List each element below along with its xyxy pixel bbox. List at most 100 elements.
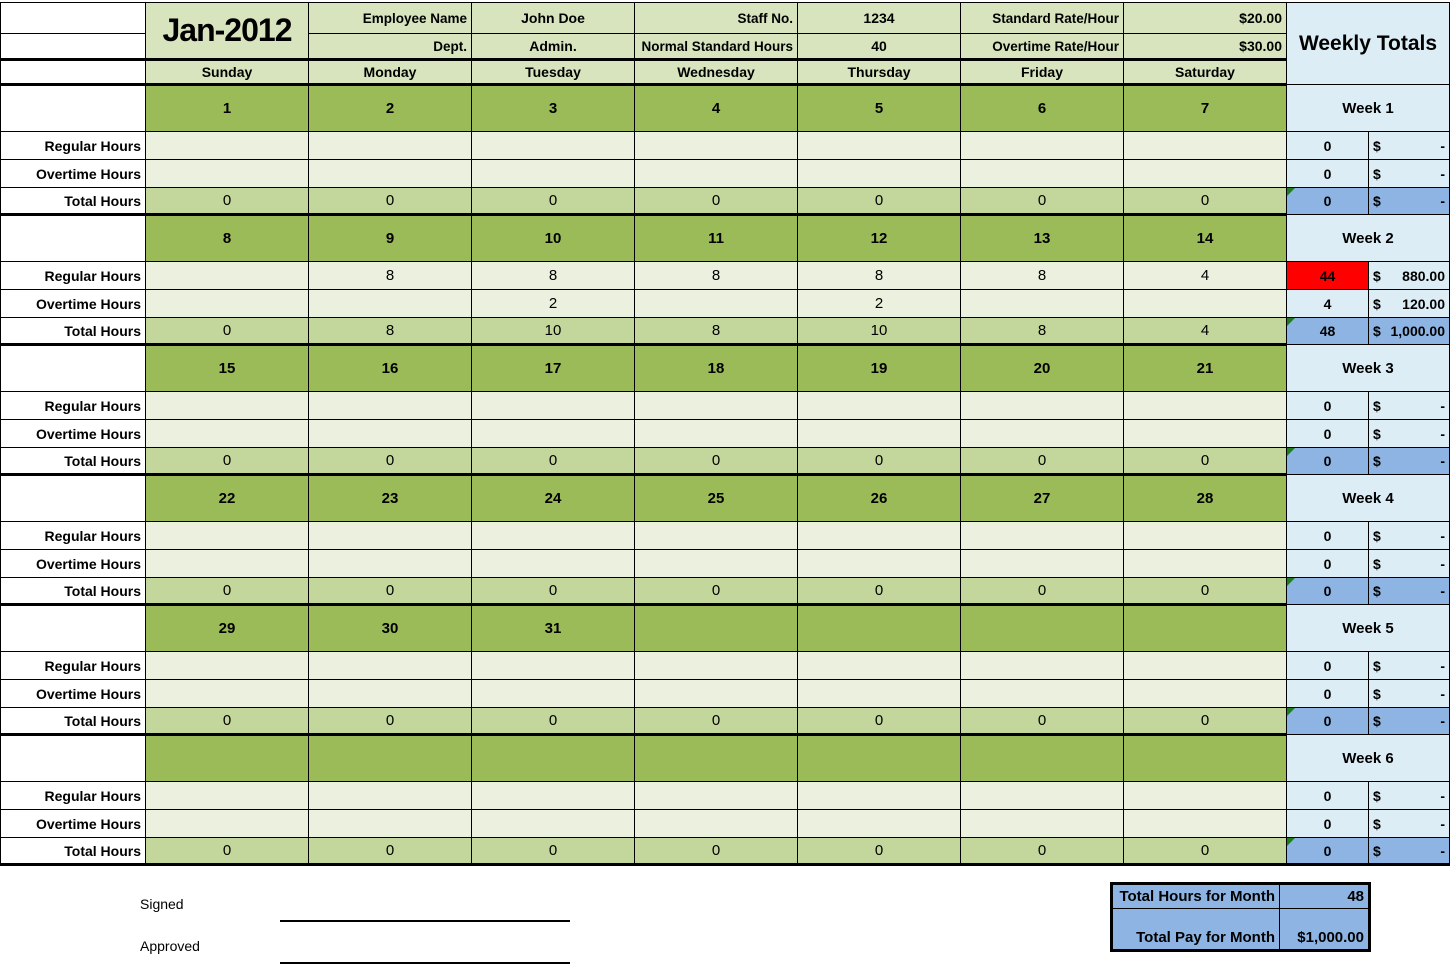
- regular-hours-cell[interactable]: [634, 131, 798, 160]
- weekly-total-hours-cell[interactable]: 0: [1286, 837, 1369, 866]
- weekly-regular-pay-cell[interactable]: $ -: [1368, 131, 1450, 160]
- regular-hours-cell[interactable]: 8: [471, 261, 635, 290]
- overtime-hours-cell[interactable]: [960, 419, 1124, 448]
- total-hours-cell[interactable]: 0: [471, 577, 635, 605]
- date-cell[interactable]: 23: [308, 473, 472, 522]
- regular-hours-cell[interactable]: [1123, 521, 1287, 550]
- regular-hours-cell[interactable]: [145, 131, 309, 160]
- date-cell[interactable]: 26: [797, 473, 961, 522]
- month-total-hours-value[interactable]: 48: [1279, 883, 1370, 909]
- weekly-total-hours-cell[interactable]: 0: [1286, 707, 1369, 735]
- overtime-hours-cell[interactable]: [797, 419, 961, 448]
- regular-hours-cell[interactable]: [308, 391, 472, 420]
- total-hours-cell[interactable]: 0: [471, 187, 635, 215]
- total-hours-cell[interactable]: 0: [960, 837, 1124, 866]
- total-hours-cell[interactable]: 0: [1123, 707, 1287, 735]
- total-hours-cell[interactable]: 0: [960, 577, 1124, 605]
- overtime-hours-cell[interactable]: [634, 289, 798, 318]
- regular-hours-cell[interactable]: [145, 781, 309, 810]
- month-total-pay-value[interactable]: $1,000.00: [1279, 908, 1370, 951]
- regular-hours-cell[interactable]: [960, 391, 1124, 420]
- overtime-hours-cell[interactable]: [145, 809, 309, 838]
- weekly-overtime-pay-cell[interactable]: $120.00: [1368, 289, 1450, 318]
- total-hours-cell[interactable]: 10: [797, 317, 961, 345]
- total-hours-cell[interactable]: 0: [471, 447, 635, 475]
- regular-hours-cell[interactable]: [634, 391, 798, 420]
- regular-hours-cell[interactable]: [797, 521, 961, 550]
- weekly-overtime-pay-cell[interactable]: $ -: [1368, 419, 1450, 448]
- regular-hours-cell[interactable]: [308, 131, 472, 160]
- weekly-regular-hours-cell[interactable]: 0: [1286, 131, 1369, 160]
- date-cell[interactable]: [797, 733, 961, 782]
- overtime-hours-cell[interactable]: [634, 809, 798, 838]
- regular-hours-cell[interactable]: [471, 781, 635, 810]
- regular-hours-cell[interactable]: 8: [960, 261, 1124, 290]
- weekly-regular-hours-cell[interactable]: 0: [1286, 651, 1369, 680]
- regular-hours-cell[interactable]: [308, 651, 472, 680]
- overtime-hours-cell[interactable]: [471, 159, 635, 188]
- total-hours-cell[interactable]: 0: [471, 837, 635, 866]
- weekly-total-hours-cell[interactable]: 48: [1286, 317, 1369, 345]
- signed-label[interactable]: Signed: [140, 896, 184, 912]
- overtime-hours-cell[interactable]: [1123, 289, 1287, 318]
- date-cell[interactable]: [145, 733, 309, 782]
- overtime-hours-cell[interactable]: [308, 159, 472, 188]
- total-hours-cell[interactable]: 0: [634, 447, 798, 475]
- total-hours-cell[interactable]: 0: [634, 577, 798, 605]
- regular-hours-cell[interactable]: 4: [1123, 261, 1287, 290]
- total-hours-cell[interactable]: 0: [308, 837, 472, 866]
- date-cell[interactable]: 15: [145, 343, 309, 392]
- weekly-overtime-pay-cell[interactable]: $ -: [1368, 679, 1450, 708]
- regular-hours-cell[interactable]: [797, 391, 961, 420]
- total-hours-cell[interactable]: 8: [634, 317, 798, 345]
- weekly-overtime-hours-cell[interactable]: 0: [1286, 159, 1369, 188]
- date-cell[interactable]: 5: [797, 83, 961, 132]
- weekly-regular-hours-cell[interactable]: 0: [1286, 391, 1369, 420]
- overtime-hours-cell[interactable]: [1123, 549, 1287, 578]
- total-hours-cell[interactable]: 0: [471, 707, 635, 735]
- overtime-hours-cell[interactable]: [308, 679, 472, 708]
- regular-hours-cell[interactable]: [308, 521, 472, 550]
- total-hours-cell[interactable]: 0: [145, 577, 309, 605]
- regular-hours-cell[interactable]: [634, 521, 798, 550]
- total-hours-cell[interactable]: 0: [797, 577, 961, 605]
- total-hours-cell[interactable]: 0: [145, 447, 309, 475]
- regular-hours-cell[interactable]: [797, 781, 961, 810]
- date-cell[interactable]: 18: [634, 343, 798, 392]
- date-cell[interactable]: 2: [308, 83, 472, 132]
- overtime-hours-cell[interactable]: [960, 549, 1124, 578]
- regular-hours-cell[interactable]: [471, 651, 635, 680]
- weekly-regular-pay-cell[interactable]: $ -: [1368, 521, 1450, 550]
- weekly-overtime-hours-cell[interactable]: 0: [1286, 809, 1369, 838]
- overtime-hours-cell[interactable]: [797, 809, 961, 838]
- total-hours-cell[interactable]: 0: [960, 447, 1124, 475]
- overtime-hours-cell[interactable]: [471, 679, 635, 708]
- regular-hours-cell[interactable]: [960, 651, 1124, 680]
- weekly-overtime-hours-cell[interactable]: 0: [1286, 549, 1369, 578]
- date-cell[interactable]: 19: [797, 343, 961, 392]
- overtime-hours-cell[interactable]: [471, 809, 635, 838]
- date-cell[interactable]: [634, 603, 798, 652]
- total-hours-cell[interactable]: 0: [634, 837, 798, 866]
- date-cell[interactable]: [471, 733, 635, 782]
- overtime-hours-cell[interactable]: [1123, 159, 1287, 188]
- overtime-hours-cell[interactable]: 2: [471, 289, 635, 318]
- date-cell[interactable]: 10: [471, 213, 635, 262]
- total-hours-cell[interactable]: 0: [308, 707, 472, 735]
- overtime-hours-cell[interactable]: [1123, 679, 1287, 708]
- total-hours-cell[interactable]: 0: [145, 837, 309, 866]
- weekly-total-pay-cell[interactable]: $ -: [1368, 707, 1450, 735]
- regular-hours-cell[interactable]: [308, 781, 472, 810]
- date-cell[interactable]: [1123, 603, 1287, 652]
- total-hours-cell[interactable]: 4: [1123, 317, 1287, 345]
- normal-hours-value-cell[interactable]: 40: [797, 33, 961, 60]
- total-hours-cell[interactable]: 0: [960, 187, 1124, 215]
- weekly-regular-hours-cell-alert[interactable]: 44: [1286, 261, 1369, 290]
- regular-hours-cell[interactable]: 8: [308, 261, 472, 290]
- regular-hours-cell[interactable]: [1123, 131, 1287, 160]
- date-cell[interactable]: 9: [308, 213, 472, 262]
- regular-hours-cell[interactable]: [471, 391, 635, 420]
- date-cell[interactable]: 31: [471, 603, 635, 652]
- employee-name-value-cell[interactable]: John Doe: [471, 2, 635, 34]
- overtime-hours-cell[interactable]: [634, 419, 798, 448]
